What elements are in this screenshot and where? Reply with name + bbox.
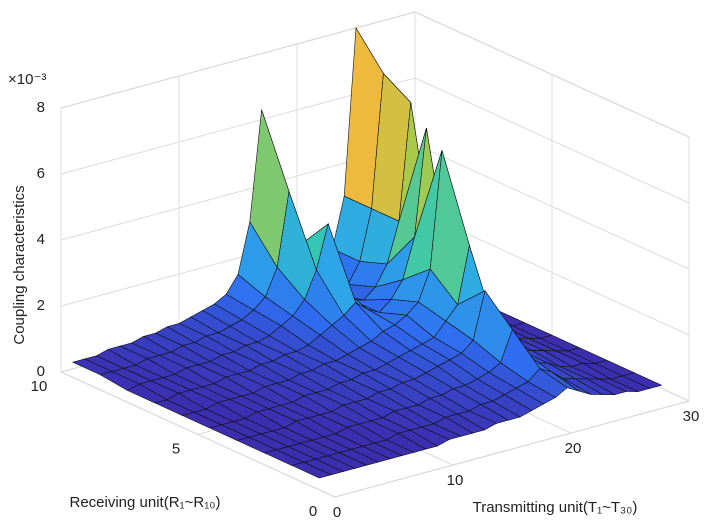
grid-line [414,11,690,138]
y-axis-label: Receiving unit(R₁~R₁₀) [70,494,221,511]
z-tick-label: 0 [37,363,45,380]
x-tick-label: 10 [447,472,464,489]
grid-line [414,143,690,270]
grid-line [414,77,690,204]
y-tick-label: 10 [31,378,48,395]
y-tick-label: 5 [172,440,180,457]
z-tick-label: 4 [37,231,45,248]
surface-patch [291,461,333,479]
x-tick-label: 0 [333,504,341,521]
grid-line [334,400,690,498]
z-exponent: ×10⁻³ [8,71,46,88]
z-tick-label: 8 [37,99,45,116]
y-tick-label: 0 [309,503,317,520]
x-tick-label: 30 [683,408,700,425]
x-axis-label: Transmitting unit(T₁~T₃₀) [473,499,638,516]
z-tick-label: 2 [37,297,45,314]
z-axis-label: Coupling characteristics [11,185,28,344]
x-tick-label: 20 [565,440,582,457]
z-tick-label: 6 [37,165,45,182]
